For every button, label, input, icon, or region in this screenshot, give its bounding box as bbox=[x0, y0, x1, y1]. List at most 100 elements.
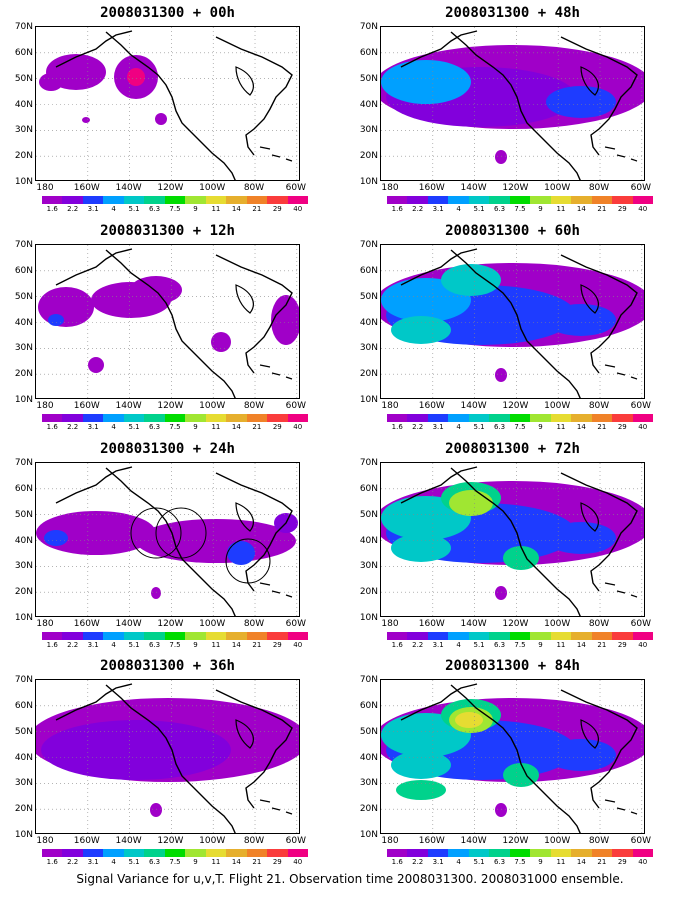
longitude-label: 120W bbox=[157, 401, 184, 411]
color-scale-label: 21 bbox=[597, 641, 607, 649]
color-swatch bbox=[62, 632, 83, 640]
longitude-label: 180 bbox=[381, 183, 399, 193]
color-scale-label: 5.1 bbox=[473, 858, 485, 866]
color-scale-label: 9 bbox=[538, 205, 543, 213]
color-swatch bbox=[509, 849, 531, 857]
color-scale-label: 5.1 bbox=[473, 641, 485, 649]
panel-title: 2008031300 + 48h bbox=[445, 5, 580, 21]
color-scale-label: 7.5 bbox=[169, 423, 181, 431]
map-canvas bbox=[381, 680, 644, 833]
color-swatch bbox=[387, 414, 408, 422]
map-plot bbox=[35, 679, 300, 834]
figure-caption: Signal Variance for u,v,T. Flight 21. Ob… bbox=[76, 872, 624, 886]
color-scale-label: 9 bbox=[538, 641, 543, 649]
color-swatch bbox=[612, 414, 633, 422]
variance-contour bbox=[127, 68, 145, 86]
variance-contour bbox=[455, 712, 483, 728]
map-panel: 2008031300 + 48h 70N 60N 50N 40N 30N 20N 10N 180… bbox=[345, 4, 654, 220]
color-scale-label: 11 bbox=[211, 858, 221, 866]
color-swatch bbox=[571, 632, 592, 640]
color-scale-label: 14 bbox=[576, 858, 586, 866]
longitude-label: 100W bbox=[544, 183, 571, 193]
longitude-label: 80W bbox=[588, 836, 610, 846]
color-swatch bbox=[246, 196, 268, 204]
color-scale-label: 4 bbox=[111, 423, 116, 431]
color-swatch bbox=[407, 849, 428, 857]
color-scale-bar bbox=[387, 196, 654, 204]
color-scale-label: 21 bbox=[252, 858, 262, 866]
color-scale-label: 29 bbox=[272, 641, 282, 649]
color-scale-label: 40 bbox=[293, 641, 303, 649]
color-swatch bbox=[82, 414, 104, 422]
coastline bbox=[560, 689, 638, 809]
latitude-label: 70N bbox=[359, 458, 378, 468]
color-swatch bbox=[489, 414, 510, 422]
latitude-label: 50N bbox=[359, 509, 378, 520]
color-scale-label: 29 bbox=[617, 858, 627, 866]
latitude-label: 50N bbox=[14, 726, 33, 737]
color-swatch bbox=[550, 632, 572, 640]
longitude-label: 160W bbox=[418, 401, 445, 411]
color-swatch bbox=[103, 849, 124, 857]
longitude-label: 60W bbox=[285, 836, 306, 846]
color-scale-label: 21 bbox=[597, 423, 607, 431]
longitude-label: 100W bbox=[544, 619, 571, 629]
longitude-label: 80W bbox=[588, 401, 610, 411]
color-swatch bbox=[62, 414, 83, 422]
island-outline bbox=[616, 372, 626, 376]
panel-title: 2008031300 + 36h bbox=[100, 658, 235, 674]
map-plot bbox=[380, 244, 645, 399]
color-swatch bbox=[144, 632, 165, 640]
color-swatch bbox=[287, 196, 309, 204]
color-swatch bbox=[448, 414, 469, 422]
color-swatch bbox=[427, 196, 449, 204]
color-scale-label: 3.1 bbox=[432, 423, 444, 431]
observation-region-circle bbox=[130, 507, 182, 559]
color-scale-label: 2.2 bbox=[67, 641, 79, 649]
variance-contour bbox=[495, 150, 507, 164]
color-scale-label: 2.2 bbox=[412, 205, 424, 213]
color-scale-bar bbox=[42, 196, 309, 204]
color-swatch bbox=[550, 196, 572, 204]
color-scale-label: 1.6 bbox=[46, 205, 58, 213]
color-swatch bbox=[591, 849, 613, 857]
color-swatch bbox=[82, 196, 104, 204]
variance-contour bbox=[38, 287, 94, 327]
island-outline bbox=[604, 582, 616, 586]
color-scale-label: 7.5 bbox=[514, 641, 526, 649]
map-panel: 2008031300 + 36h 70N 60N 50N 40N 30N 20N 10N 180… bbox=[0, 657, 309, 873]
color-swatch bbox=[530, 196, 551, 204]
color-scale-label: 5.1 bbox=[128, 205, 140, 213]
latitude-label: 30N bbox=[359, 125, 378, 136]
coastline bbox=[450, 684, 581, 833]
map-canvas bbox=[381, 463, 644, 616]
color-swatch bbox=[62, 849, 83, 857]
latitude-label: 70N bbox=[14, 22, 33, 32]
latitude-label: 20N bbox=[14, 369, 33, 380]
color-swatch bbox=[42, 849, 63, 857]
longitude-label: 180 bbox=[36, 836, 54, 846]
longitude-label: 160W bbox=[73, 183, 100, 193]
variance-contour bbox=[227, 541, 255, 565]
color-scale-label: 6.3 bbox=[148, 423, 161, 431]
color-swatch bbox=[509, 414, 531, 422]
longitude-label: 140W bbox=[115, 401, 142, 411]
variance-contour bbox=[441, 264, 501, 296]
variance-contour bbox=[396, 780, 446, 800]
island-outline bbox=[604, 364, 616, 368]
latitude-label: 40N bbox=[359, 99, 378, 110]
color-swatch bbox=[164, 414, 186, 422]
coastline bbox=[580, 502, 599, 532]
color-scale-label: 7.5 bbox=[514, 423, 526, 431]
color-swatch bbox=[226, 196, 247, 204]
color-scale-label: 4 bbox=[456, 858, 461, 866]
color-swatch bbox=[489, 196, 510, 204]
color-swatch bbox=[267, 849, 288, 857]
color-swatch bbox=[185, 196, 206, 204]
latitude-label: 30N bbox=[14, 778, 33, 789]
color-scale-label: 14 bbox=[576, 423, 586, 431]
color-swatch bbox=[448, 849, 469, 857]
latitude-label: 20N bbox=[14, 587, 33, 598]
latitude-label: 40N bbox=[359, 535, 378, 546]
color-swatch bbox=[387, 632, 408, 640]
